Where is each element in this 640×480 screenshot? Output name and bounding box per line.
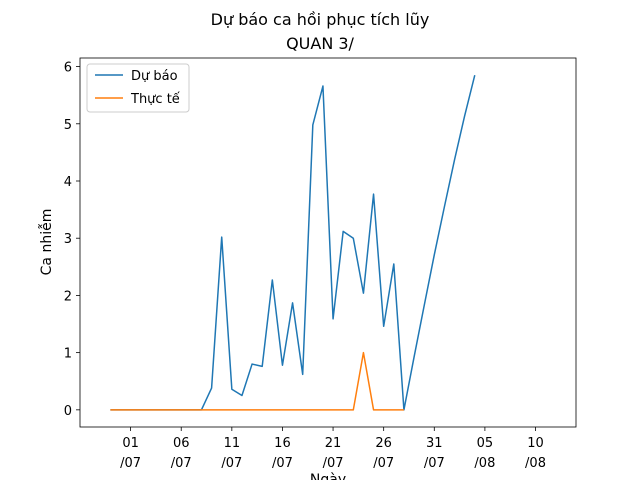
x-tick-label-month: /07 <box>171 456 192 471</box>
y-tick-label: 4 <box>64 175 72 190</box>
x-tick-label-day: 21 <box>325 436 342 451</box>
y-tick-label: 1 <box>64 347 72 362</box>
chart-title: Dự báo ca hồi phục tích lũy <box>211 10 430 29</box>
x-tick-label-month: /07 <box>120 456 141 471</box>
legend-label-actual: Thực tế <box>130 92 180 107</box>
legend-label-forecast: Dự báo <box>131 69 178 84</box>
x-tick-label-month: /07 <box>323 456 344 471</box>
x-tick-label-day: 05 <box>477 436 494 451</box>
x-tick-label-day: 16 <box>274 436 291 451</box>
x-tick-label-day: 31 <box>426 436 443 451</box>
legend: Dự báo Thực tế <box>86 63 190 113</box>
series-line-actual <box>110 351 404 411</box>
x-tick-label-month: /07 <box>221 456 242 471</box>
x-tick-label-day: 26 <box>375 436 392 451</box>
plot-lines <box>110 74 476 411</box>
x-tick-label-day: 01 <box>122 436 139 451</box>
y-tick-label: 2 <box>64 289 72 304</box>
chart-subtitle: QUAN 3/ <box>286 34 354 53</box>
x-tick-label-month: /08 <box>474 456 495 471</box>
y-axis-label: Ca nhiễm <box>38 209 55 276</box>
y-tick-label: 3 <box>64 232 72 247</box>
x-tick-label-month: /07 <box>424 456 445 471</box>
y-tick-label: 5 <box>64 118 72 133</box>
y-axis: 0 1 2 3 4 5 6 <box>64 61 80 419</box>
x-tick-label-day: 11 <box>224 436 241 451</box>
x-tick-label-month: /07 <box>272 456 293 471</box>
y-tick-label: 0 <box>64 404 72 419</box>
x-tick-label-day: 06 <box>173 436 190 451</box>
x-axis-label: Ngày <box>310 472 346 480</box>
y-tick-label: 6 <box>64 61 72 76</box>
plot-frame <box>79 57 577 428</box>
x-axis: 01/07 06/07 11/07 16/07 21/07 26/07 31/07 05/08… <box>120 427 546 471</box>
legend-box <box>86 63 190 113</box>
x-tick-label-month: /07 <box>373 456 394 471</box>
x-tick-label-day: 10 <box>527 436 544 451</box>
x-tick-label-month: /08 <box>525 456 546 471</box>
